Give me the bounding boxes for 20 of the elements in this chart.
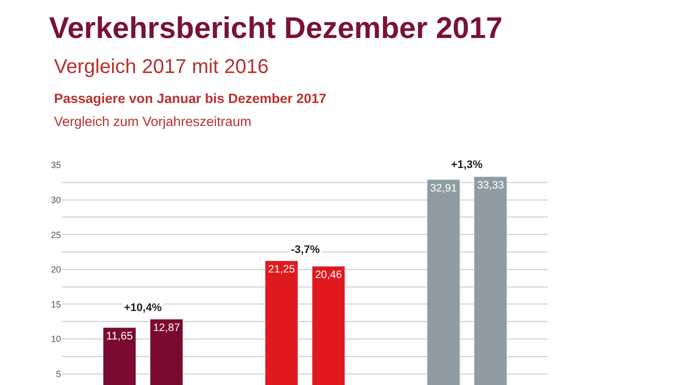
data-label: 11,65 — [106, 330, 133, 343]
data-label: 12,87 — [153, 322, 180, 334]
y-tick-label: 20 — [50, 264, 61, 275]
data-label: 32,91 — [430, 182, 457, 194]
text: Passagiere von Januar bis Dezember 2017 — [54, 91, 326, 106]
annotation: -3,7% — [291, 244, 320, 256]
data-label: 20,46 — [315, 269, 342, 282]
y-tick-label: 15 — [50, 299, 61, 310]
annotation: +10,4% — [124, 302, 162, 314]
y-tick-label: 10 — [50, 334, 61, 344]
text: Vergleich zum Vorjahreszeitraum — [54, 114, 252, 129]
y-tick-label: 25 — [50, 230, 61, 240]
y-tick-label: 5 — [56, 369, 61, 380]
chart-title: Verkehrsbericht Dezember 2017 — [49, 12, 503, 45]
chart-subtitle: Vergleich 2017 mit 2016 — [54, 56, 269, 78]
data-label: 33,33 — [477, 179, 504, 192]
y-tick-label: 30 — [50, 194, 61, 205]
annotation: +1,3% — [451, 159, 483, 171]
data-label: 21,25 — [268, 264, 295, 276]
y-tick-label: 35 — [50, 160, 61, 170]
